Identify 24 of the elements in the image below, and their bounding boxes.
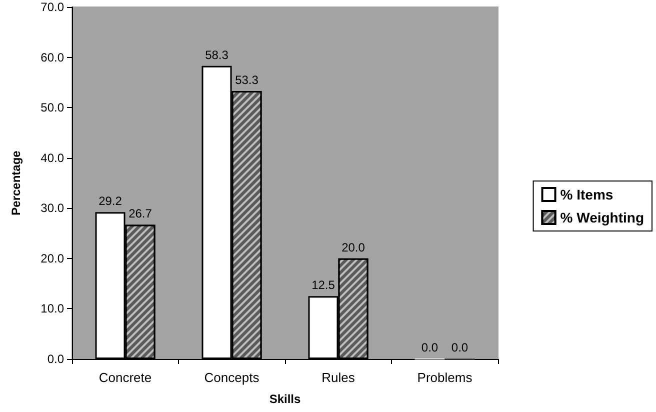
- x-tick-label: Concepts: [204, 370, 260, 385]
- legend-label: % Weighting: [560, 210, 644, 226]
- y-tick-label: 30.0: [40, 201, 64, 216]
- y-tick-label: 50.0: [40, 100, 64, 115]
- x-tick-label: Concrete: [98, 370, 152, 385]
- y-tick-label: 70.0: [40, 0, 64, 14]
- data-label: 12.5: [312, 278, 336, 292]
- legend-label: % Items: [560, 186, 614, 202]
- data-label: 20.0: [342, 240, 366, 254]
- y-tick-label: 40.0: [40, 150, 64, 165]
- y-tick-label: 20.0: [40, 251, 64, 266]
- x-axis-title: Skills: [269, 392, 301, 406]
- y-tick-label: 0.0: [47, 352, 64, 366]
- y-axis-title: Percentage: [9, 150, 23, 216]
- data-label: 58.3: [205, 48, 229, 62]
- data-label: 0.0: [421, 340, 438, 354]
- data-label: 26.7: [128, 206, 152, 221]
- data-label: 29.2: [98, 194, 122, 208]
- y-tick-label: 60.0: [40, 50, 64, 64]
- data-label: 0.0: [451, 340, 468, 354]
- x-tick-label: Rules: [322, 370, 356, 385]
- x-tick-label: Problems: [417, 370, 473, 385]
- data-label: 53.3: [235, 72, 259, 87]
- y-tick-label: 10.0: [40, 302, 64, 316]
